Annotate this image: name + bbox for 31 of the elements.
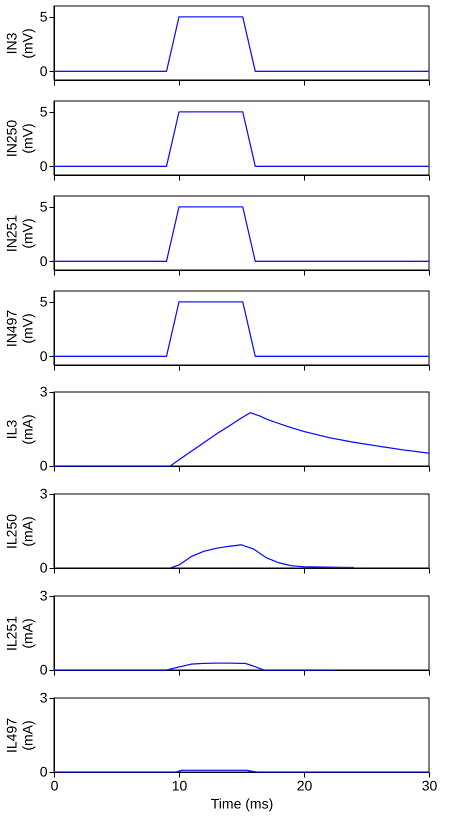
y-axis-title: IL497 (mA)	[4, 718, 36, 754]
y-axis-title: IL251 (mA)	[4, 616, 36, 652]
y-tick-label: 5	[40, 103, 48, 120]
y-axis-title: IL250 (mA)	[4, 514, 36, 550]
x-tick-label: 0	[50, 778, 59, 794]
y-axis-title: IN3 (mV)	[4, 28, 36, 59]
y-tick-label: 0	[40, 348, 48, 364]
x-tick-label: 10	[172, 778, 188, 794]
y-tick-label: 5	[40, 198, 48, 214]
y-axis-title: IN251 (mV)	[4, 214, 36, 252]
y-tick-label: 3	[40, 690, 48, 706]
x-axis-title: Time (ms)	[210, 796, 274, 812]
y-tick-label: 3	[40, 384, 48, 400]
line-series	[53, 662, 336, 671]
x-tick-label: 30	[422, 778, 438, 794]
y-tick-label: 3	[40, 588, 48, 604]
y-axis-title: IN497 (mV)	[4, 310, 36, 348]
y-tick-label: 3	[40, 486, 48, 502]
y-tick-label: 0	[40, 252, 48, 269]
y-tick-label: 0	[40, 560, 48, 576]
x-tick-label: 20	[296, 778, 312, 794]
y-tick-label: 0	[40, 158, 48, 174]
y-tick-label: 5	[40, 8, 48, 24]
y-tick-label: 0	[40, 662, 48, 678]
y-tick-label: 5	[40, 293, 48, 310]
y-tick-label: 0	[40, 764, 48, 780]
y-tick-label: 0	[40, 458, 48, 474]
y-axis-title: IL3 (mA)	[4, 414, 36, 445]
y-tick-label: 0	[40, 62, 48, 79]
y-axis-title: IN250 (mV)	[4, 120, 36, 158]
line-series	[170, 544, 355, 569]
